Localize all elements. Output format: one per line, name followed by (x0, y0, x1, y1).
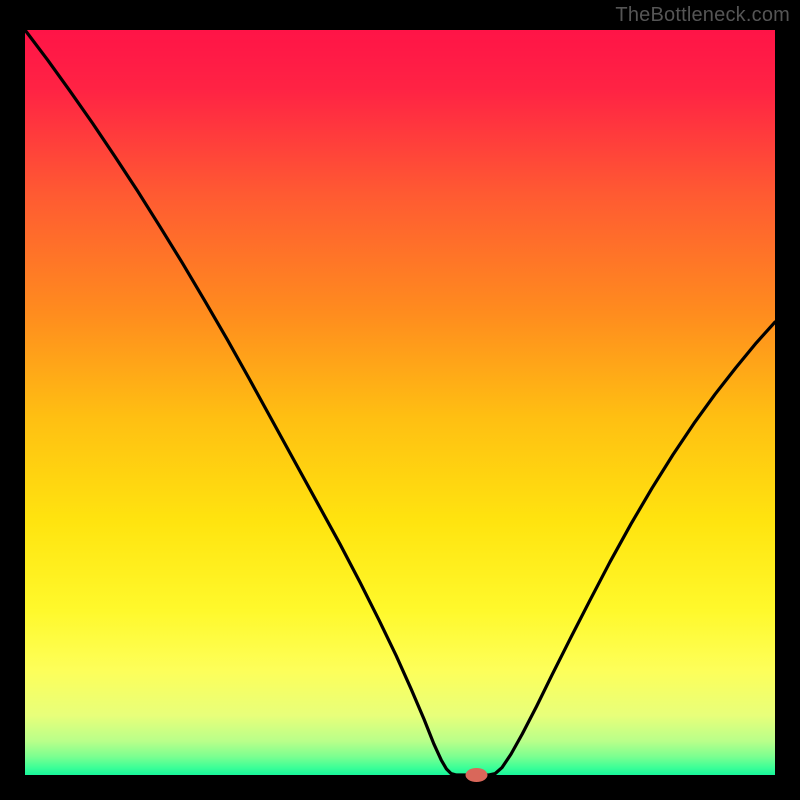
chart-container: TheBottleneck.com (0, 0, 800, 800)
watermark-text: TheBottleneck.com (615, 4, 790, 27)
optimum-marker (466, 768, 488, 782)
chart-svg (0, 0, 800, 800)
frame-left-border (0, 0, 25, 800)
frame-bottom-border (0, 775, 800, 800)
